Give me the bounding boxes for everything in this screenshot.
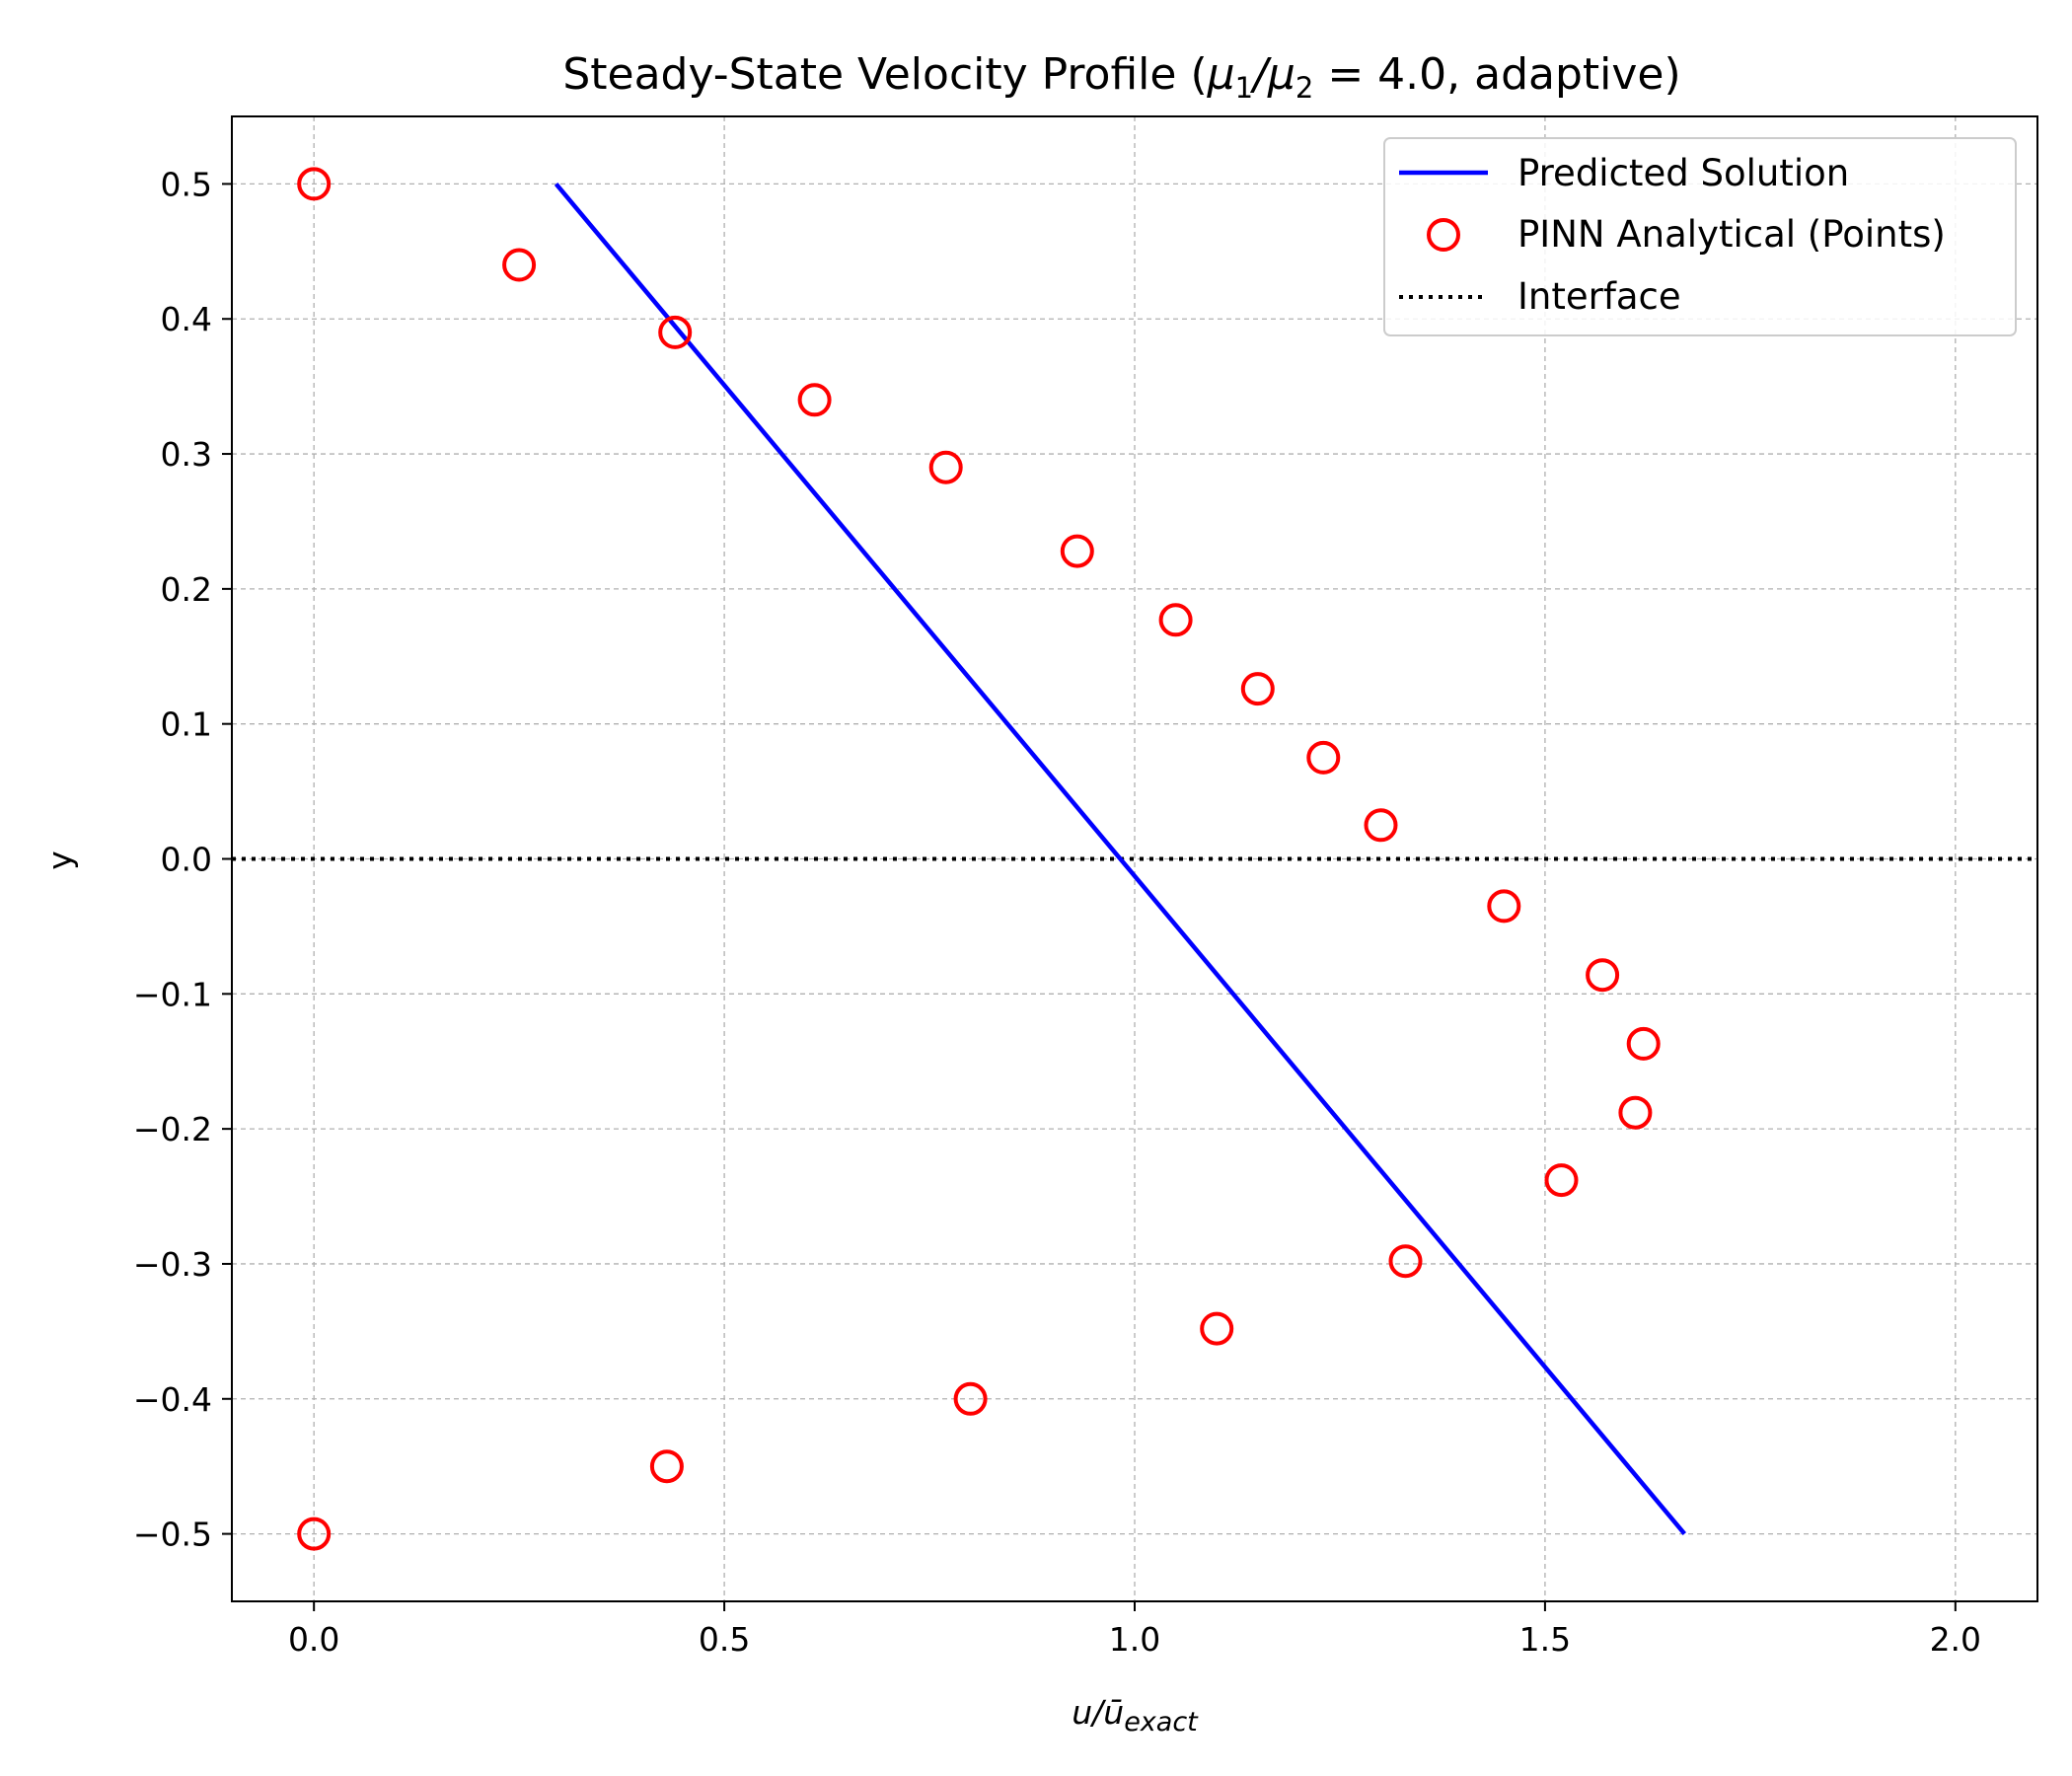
pinn-analytical-point <box>1544 1163 1579 1198</box>
y-tick-label: 0.1 <box>161 705 212 744</box>
x-tick-label: 1.5 <box>1519 1620 1571 1659</box>
title-sub2: 2 <box>1295 71 1313 105</box>
pinn-analytical-point <box>502 248 537 282</box>
pinn-analytical-point <box>1487 889 1521 924</box>
title-suffix: = 4.0, adaptive) <box>1313 49 1680 100</box>
y-tick-label: −0.2 <box>133 1110 212 1148</box>
pinn-analytical-point <box>1586 958 1620 993</box>
y-tick-label: 0.0 <box>161 841 212 879</box>
predicted-solution-line <box>554 182 1687 1536</box>
y-tick-label: 0.4 <box>161 300 212 338</box>
line-layer <box>554 182 1687 1536</box>
y-tick-label: −0.3 <box>133 1245 212 1284</box>
y-tick-label: 0.3 <box>161 435 212 474</box>
legend-box <box>1383 137 2017 336</box>
legend: Predicted Solution PINN Analytical (Poin… <box>1383 137 2017 336</box>
y-axis-label: y <box>40 851 79 870</box>
legend-interface-label: Interface <box>1517 275 1681 318</box>
x-axis-label-sub: exact <box>1124 1707 1199 1738</box>
x-tick-label: 0.5 <box>699 1620 750 1659</box>
y-tick-label: 0.2 <box>161 570 212 609</box>
pinn-analytical-point <box>1388 1244 1423 1279</box>
pinn-analytical-point <box>1240 672 1275 706</box>
pinn-analytical-point <box>658 315 693 349</box>
chart-title: Steady-State Velocity Profile (μ1/μ2 = 4… <box>562 49 1680 105</box>
pinn-analytical-point <box>1306 740 1341 775</box>
pinn-analytical-point <box>1158 603 1193 637</box>
y-tick-label: −0.5 <box>133 1516 212 1554</box>
x-axis-ticks: 0.0 0.5 1.0 1.5 2.0 <box>288 1601 1981 1659</box>
pinn-analytical-point <box>1364 808 1398 843</box>
legend-pinn-label: PINN Analytical (Points) <box>1517 213 1946 256</box>
pinn-analytical-point <box>1626 1026 1661 1061</box>
pinn-analytical-point <box>1618 1095 1653 1130</box>
x-tick-label: 0.0 <box>288 1620 339 1659</box>
pinn-analytical-point <box>1200 1311 1234 1346</box>
y-tick-label: −0.1 <box>133 975 212 1013</box>
pinn-analytical-point <box>797 383 832 417</box>
x-axis-label: u/ūexact <box>1072 1693 1199 1738</box>
x-axis-label-u: u/ū <box>1072 1693 1124 1732</box>
pinn-analytical-point <box>649 1449 684 1484</box>
y-tick-label: −0.4 <box>133 1380 212 1419</box>
x-tick-label: 1.0 <box>1109 1620 1160 1659</box>
y-tick-label: 0.5 <box>161 165 212 203</box>
pinn-analytical-point <box>297 1517 332 1551</box>
title-sub1: 1 <box>1235 71 1253 105</box>
y-axis-ticks: 0.5 0.4 0.3 0.2 0.1 0.0 −0.1 −0.2 −0.3 −0.4 −0.5 <box>133 165 232 1554</box>
legend-pinn-swatch <box>1427 218 1460 252</box>
title-mu1: μ <box>1207 49 1235 100</box>
pinn-analytical-point <box>1060 534 1094 568</box>
title-prefix: Steady-State Velocity Profile ( <box>562 49 1207 100</box>
pinn-analytical-point <box>297 167 332 201</box>
points-layer <box>297 167 1661 1551</box>
title-slash-mu2: /μ <box>1249 49 1295 100</box>
pinn-analytical-point <box>953 1381 988 1416</box>
x-tick-label: 2.0 <box>1930 1620 1981 1659</box>
legend-predicted-label: Predicted Solution <box>1517 152 1849 194</box>
pinn-analytical-point <box>928 450 963 484</box>
